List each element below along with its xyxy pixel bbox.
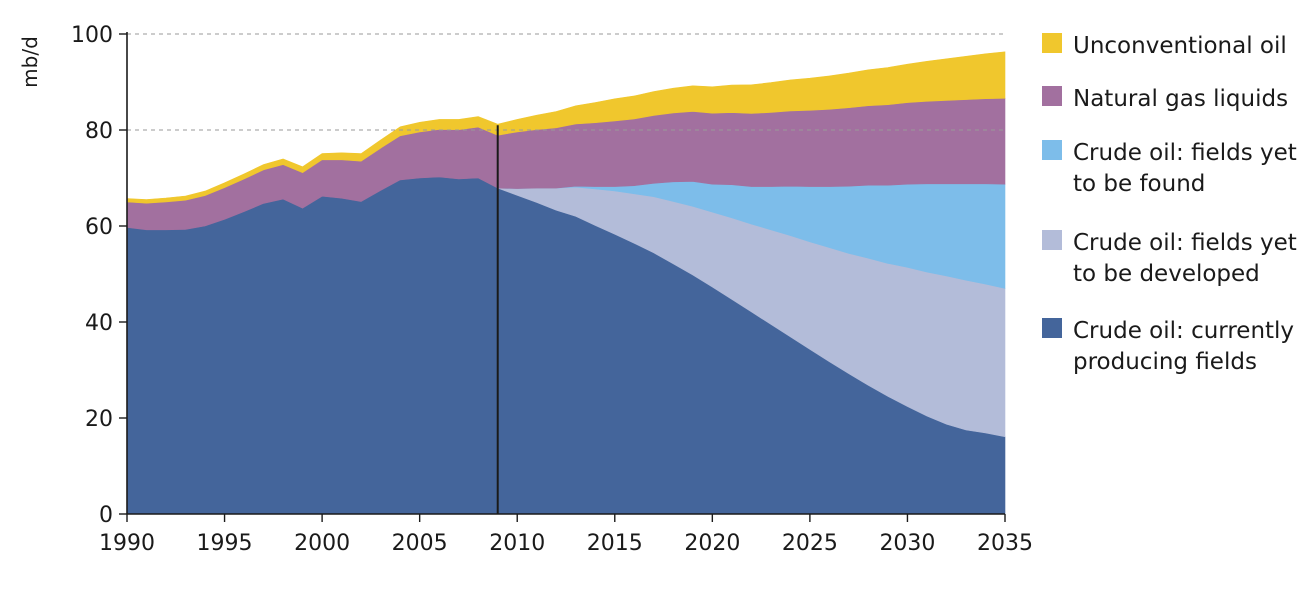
axes	[126, 32, 1005, 515]
y-axis-ticks: 0 20 40 60 80 100	[71, 23, 127, 528]
legend-item-5: Crude oil: currently producing fields	[1042, 318, 1294, 375]
y-tick-label: 20	[85, 407, 113, 432]
gridlines	[127, 33, 1005, 131]
y-tick-label: 60	[85, 215, 113, 240]
legend-item-3: Crude oil: fields yet to be found	[1042, 140, 1297, 197]
y-tick-label: 100	[71, 23, 113, 48]
x-tick-label: 1995	[197, 531, 253, 556]
x-tick-label: 1990	[99, 531, 155, 556]
legend-label: Crude oil: currently	[1073, 318, 1294, 344]
x-tick-label: 2030	[879, 531, 935, 556]
legend-item-2: Natural gas liquids	[1042, 86, 1288, 112]
y-axis-label: mb/d	[18, 36, 42, 88]
area-series-5	[126, 51, 1006, 204]
y-tick-label: 0	[99, 503, 113, 528]
x-tick-label: 2005	[392, 531, 448, 556]
legend-label: Unconventional oil	[1073, 33, 1287, 59]
legend-label: to be developed	[1073, 261, 1260, 287]
legend-item-1: Unconventional oil	[1042, 33, 1287, 59]
legend-item-4: Crude oil: fields yet to be developed	[1042, 230, 1297, 287]
stacked-areas	[126, 51, 1006, 515]
x-tick-label: 2015	[587, 531, 643, 556]
legend-swatch	[1042, 230, 1062, 250]
legend-label: Natural gas liquids	[1073, 86, 1288, 112]
legend-swatch	[1042, 318, 1062, 338]
x-tick-label: 2035	[977, 531, 1033, 556]
legend-swatch	[1042, 140, 1062, 160]
x-tick-label: 2000	[294, 531, 350, 556]
legend-label: Crude oil: fields yet	[1073, 140, 1297, 166]
legend-label: to be found	[1073, 171, 1205, 197]
legend-swatch	[1042, 86, 1062, 106]
legend-label: producing fields	[1073, 349, 1257, 375]
x-tick-label: 2020	[684, 531, 740, 556]
legend-swatch	[1042, 33, 1062, 53]
y-tick-label: 80	[85, 119, 113, 144]
y-tick-label: 40	[85, 311, 113, 336]
x-axis-ticks: 1990 1995 2000 2005 2010 2015 2020 2025 2030 2035	[99, 514, 1033, 556]
x-tick-label: 2025	[782, 531, 838, 556]
x-tick-label: 2010	[489, 531, 545, 556]
legend-label: Crude oil: fields yet	[1073, 230, 1297, 256]
legend: Unconventional oil Natural gas liquids Cru…	[1042, 33, 1297, 375]
